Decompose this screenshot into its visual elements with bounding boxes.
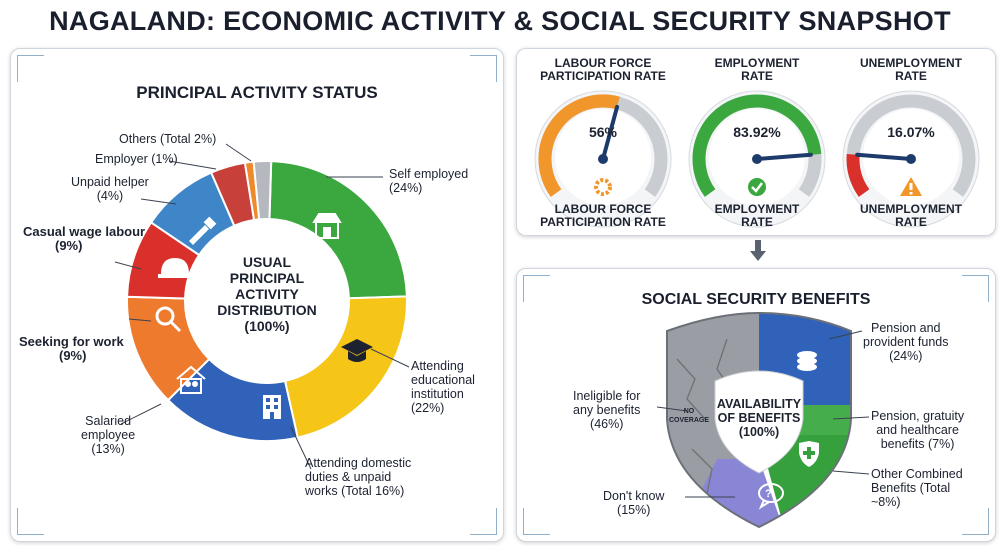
gauge-2-top-label: EMPLOYMENT RATE (714, 56, 800, 83)
label-casual: Casual wage labour (9%) (23, 224, 146, 253)
gauge-3-top-label: UNEMPLOYMENT RATE (860, 56, 962, 83)
label-gratuity: Pension, gratuity and healthcare benefits … (871, 409, 965, 451)
benefits-center-label: AVAILABILITY OF BENEFITS (100%) (716, 397, 802, 439)
gauge-1-bottom-label: LABOUR FORCE PARTICIPATION RATE (540, 202, 666, 229)
gauge-1-needle (601, 104, 620, 161)
activity-panel: PRINCIPAL ACTIVITY STATUS (10, 48, 504, 542)
leader-other-combined (832, 470, 870, 475)
coins-icon (797, 351, 817, 371)
gauge-2-bottom-label: EMPLOYMENT RATE (714, 202, 800, 229)
activity-center-label: USUAL PRINCIPAL ACTIVITY DISTRIBUTION (100%) (217, 254, 317, 334)
gauge-3-value: 16.07% (887, 124, 935, 140)
gauge-3-bottom-label: UNEMPLOYMENT RATE (860, 202, 962, 229)
benefits-shield-chart: ? (656, 311, 870, 529)
label-employer: Employer (1%) (95, 152, 178, 166)
benefits-panel: SOCIAL SECURITY BENEFITS ? (516, 268, 996, 542)
gear-icon (594, 178, 612, 196)
gauge-1-top-label: LABOUR FORCE PARTICIPATION RATE (540, 56, 666, 83)
checkmark-icon (748, 178, 766, 196)
graduation-cap-icon (341, 339, 373, 362)
gauge-2-value: 83.92% (733, 124, 781, 140)
gauge-2-fill (692, 94, 822, 197)
leader-pension (828, 330, 863, 340)
leader-salaried (120, 403, 162, 425)
gauge-1-fill (538, 94, 620, 197)
label-salaried: Salaried employee (13%) (81, 414, 136, 456)
label-domestic: Attending domestic duties & unpaid works (… (305, 456, 412, 498)
no-coverage-label: NO COVERAGE (668, 408, 710, 424)
rates-panel: LABOUR FORCE PARTICIPATION RATE EMPLOYMEN… (516, 48, 996, 236)
leader-seeking (128, 318, 152, 322)
gauge-3-fill (846, 153, 870, 197)
gauge-3-hub (906, 154, 916, 164)
benefits-title: SOCIAL SECURITY BENEFITS (641, 291, 871, 308)
arrow-down-icon (750, 240, 766, 261)
building-icon (263, 395, 281, 419)
label-pension: Pension and provident funds (24%) (863, 321, 949, 363)
leader-employer (168, 160, 217, 170)
magnifier-icon (155, 306, 182, 333)
warning-icon (900, 177, 922, 196)
label-unpaid-helper: Unpaid helper (4%) (71, 175, 149, 203)
label-self-employed: Self employed (24%) (389, 167, 469, 195)
gauge-3-needle (855, 152, 913, 161)
leader-educational (370, 348, 410, 368)
gauge-2-needle (755, 152, 813, 161)
question-bubble-icon (758, 483, 784, 510)
label-ineligible: Ineligible for any benefits (46%) (573, 389, 641, 431)
activity-title: PRINCIPAL ACTIVITY STATUS (136, 83, 378, 102)
label-dont-know: Don't know (15%) (603, 489, 665, 517)
shop-icon (312, 213, 342, 239)
activity-donut-chart (114, 143, 410, 470)
label-educational: Attending educational institution (22%) (411, 359, 475, 415)
home-family-icon (176, 365, 206, 394)
leader-unpaid-helper (140, 198, 177, 205)
gauge-2-hub (752, 154, 762, 164)
page-title: NAGALAND: ECONOMIC ACTIVITY & SOCIAL SEC… (49, 6, 951, 36)
leader-others (225, 143, 252, 162)
shield-plus-icon (799, 441, 819, 467)
rate-gauges (534, 90, 980, 228)
gauge-1-hub (598, 154, 608, 164)
label-other-combined: Other Combined Benefits (Total ~8%) (871, 467, 963, 509)
leader-ineligible (656, 406, 688, 412)
leader-casual (114, 261, 142, 270)
label-others: Others (Total 2%) (119, 132, 217, 146)
leader-domestic (290, 426, 312, 470)
label-seeking: Seeking for work (9%) (19, 334, 124, 363)
leader-gratuity (832, 416, 870, 420)
tool-icon (189, 216, 217, 245)
svg-text:?: ? (765, 488, 772, 500)
hardhat-icon (158, 258, 192, 278)
gauge-1-value: 56% (588, 124, 618, 140)
